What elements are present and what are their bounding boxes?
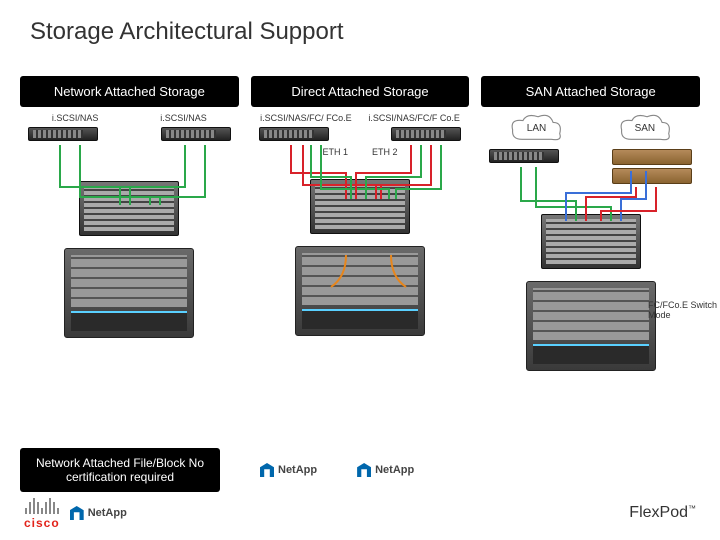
blade-chassis-icon [526,281,656,371]
nas-header: Network Attached Storage [20,76,239,107]
das-diagram: ETH 1 ETH 2 [251,127,470,337]
nas-label-right: i.SCSI/NAS [132,113,234,123]
san-header: SAN Attached Storage [481,76,700,107]
fabric-interconnect-icon [310,179,410,234]
blade-chassis-icon [64,248,194,338]
san-switch-icon [612,149,692,165]
bottom-annotations: Network Attached File/Block No certifica… [20,448,700,492]
storage-controller-icon [489,149,559,163]
lan-cloud-icon: LAN [485,113,587,145]
storage-controller-icon [391,127,461,141]
san-switch-icon [612,168,692,184]
flexpod-logo: FlexPod™ [629,504,696,522]
blade-chassis-icon [295,246,425,336]
nas-block-note: Network Attached File/Block No certifica… [20,448,220,492]
nas-diagram [20,127,239,337]
architecture-columns: Network Attached Storage i.SCSI/NAS i.SC… [0,46,720,359]
storage-controller-icon [28,127,98,141]
lan-label: LAN [527,123,546,134]
san-label: SAN [635,123,656,134]
storage-controller-icon [259,127,329,141]
cisco-netapp-lockup: cisco NetApp [24,496,127,530]
storage-controller-icon [161,127,231,141]
das-label-right: i.SCSI/NAS/FC/F Co.E [363,113,465,123]
san-diagram [481,149,700,359]
netapp-logo-icon: NetApp [70,506,127,520]
cisco-wordmark: cisco [24,516,60,530]
netapp-logo-icon: NetApp [357,463,414,477]
fabric-interconnect-icon [79,181,179,236]
das-header: Direct Attached Storage [251,76,470,107]
column-das: Direct Attached Storage i.SCSI/NAS/FC/ F… [251,76,470,359]
fcfcoe-note: FC/FCo.E Switch Mode [648,300,718,320]
cisco-bars-icon [25,496,59,514]
nas-label-left: i.SCSI/NAS [24,113,126,123]
page-title: Storage Architectural Support [0,0,720,46]
column-nas: Network Attached Storage i.SCSI/NAS i.SC… [20,76,239,359]
eth1-label: ETH 1 [322,147,348,157]
eth2-label: ETH 2 [372,147,398,157]
san-cloud-icon: SAN [594,113,696,145]
das-label-left: i.SCSI/NAS/FC/ FCo.E [255,113,357,123]
netapp-logo-icon: NetApp [260,463,317,477]
fabric-interconnect-icon [541,214,641,269]
footer: cisco NetApp FlexPod™ [0,496,720,530]
